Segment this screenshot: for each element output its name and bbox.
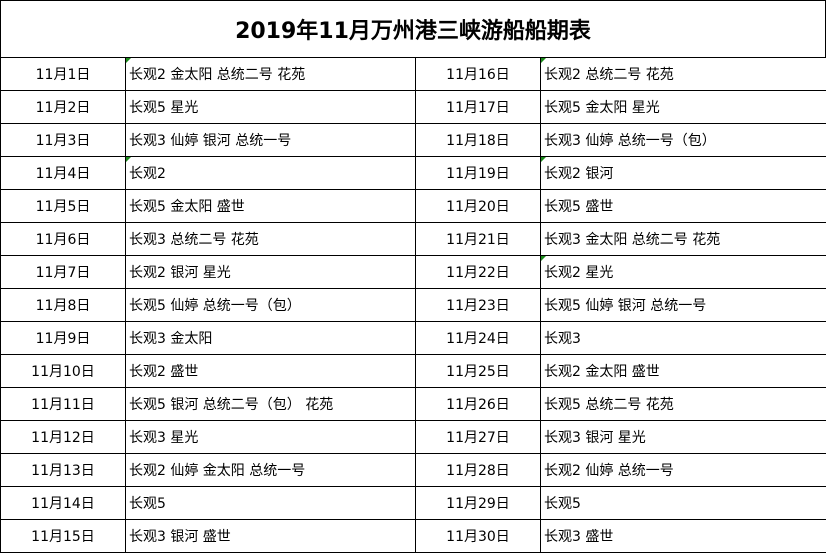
ships-cell[interactable]: 长观5 金太阳 星光 xyxy=(541,91,826,124)
date-cell[interactable]: 11月17日 xyxy=(416,91,541,124)
ships-cell[interactable]: 长观3 总统二号 花苑 xyxy=(126,223,416,256)
date-cell[interactable]: 11月3日 xyxy=(1,124,126,157)
ships-cell[interactable]: 长观5 盛世 xyxy=(541,190,826,223)
date-cell[interactable]: 11月11日 xyxy=(1,388,126,421)
ships-cell[interactable]: 长观5 星光 xyxy=(126,91,416,124)
ships-cell[interactable]: 长观5 银河 总统二号（包） 花苑 xyxy=(126,388,416,421)
date-cell[interactable]: 11月9日 xyxy=(1,322,126,355)
date-cell[interactable]: 11月14日 xyxy=(1,487,126,520)
ships-cell[interactable]: 长观2 金太阳 总统二号 花苑 xyxy=(126,58,416,91)
date-cell[interactable]: 11月23日 xyxy=(416,289,541,322)
date-cell[interactable]: 11月5日 xyxy=(1,190,126,223)
ships-cell[interactable]: 长观3 仙婷 银河 总统一号 xyxy=(126,124,416,157)
table-row: 11月8日长观5 仙婷 总统一号（包）11月23日长观5 仙婷 银河 总统一号 xyxy=(1,289,826,322)
ships-cell[interactable]: 长观2 银河 xyxy=(541,157,826,190)
ships-cell[interactable]: 长观2 金太阳 盛世 xyxy=(541,355,826,388)
date-cell[interactable]: 11月16日 xyxy=(416,58,541,91)
ships-cell[interactable]: 长观3 星光 xyxy=(126,421,416,454)
ships-cell[interactable]: 长观5 金太阳 盛世 xyxy=(126,190,416,223)
ships-cell[interactable]: 长观5 仙婷 银河 总统一号 xyxy=(541,289,826,322)
date-cell[interactable]: 11月25日 xyxy=(416,355,541,388)
date-cell[interactable]: 11月20日 xyxy=(416,190,541,223)
date-cell[interactable]: 11月4日 xyxy=(1,157,126,190)
date-cell[interactable]: 11月7日 xyxy=(1,256,126,289)
ships-cell[interactable]: 长观3 xyxy=(541,322,826,355)
ships-cell[interactable]: 长观2 星光 xyxy=(541,256,826,289)
ships-cell[interactable]: 长观2 银河 星光 xyxy=(126,256,416,289)
ships-cell[interactable]: 长观3 银河 盛世 xyxy=(126,520,416,553)
date-cell[interactable]: 11月13日 xyxy=(1,454,126,487)
ships-cell[interactable]: 长观2 仙婷 总统一号 xyxy=(541,454,826,487)
ships-cell[interactable]: 长观5 xyxy=(126,487,416,520)
ships-cell[interactable]: 长观5 总统二号 花苑 xyxy=(541,388,826,421)
date-cell[interactable]: 11月27日 xyxy=(416,421,541,454)
date-cell[interactable]: 11月8日 xyxy=(1,289,126,322)
ships-cell[interactable]: 长观5 xyxy=(541,487,826,520)
date-cell[interactable]: 11月26日 xyxy=(416,388,541,421)
date-cell[interactable]: 11月24日 xyxy=(416,322,541,355)
ships-cell[interactable]: 长观3 盛世 xyxy=(541,520,826,553)
date-cell[interactable]: 11月30日 xyxy=(416,520,541,553)
ships-cell[interactable]: 长观3 仙婷 总统一号（包） xyxy=(541,124,826,157)
ships-cell[interactable]: 长观2 盛世 xyxy=(126,355,416,388)
ships-cell[interactable]: 长观5 仙婷 总统一号（包） xyxy=(126,289,416,322)
date-cell[interactable]: 11月12日 xyxy=(1,421,126,454)
date-cell[interactable]: 11月10日 xyxy=(1,355,126,388)
date-cell[interactable]: 11月22日 xyxy=(416,256,541,289)
date-cell[interactable]: 11月18日 xyxy=(416,124,541,157)
ships-cell[interactable]: 长观2 xyxy=(126,157,416,190)
date-cell[interactable]: 11月29日 xyxy=(416,487,541,520)
date-cell[interactable]: 11月19日 xyxy=(416,157,541,190)
ships-cell[interactable]: 长观2 总统二号 花苑 xyxy=(541,58,826,91)
date-cell[interactable]: 11月2日 xyxy=(1,91,126,124)
ships-cell[interactable]: 长观3 金太阳 xyxy=(126,322,416,355)
ships-cell[interactable]: 长观3 金太阳 总统二号 花苑 xyxy=(541,223,826,256)
sheet-title[interactable]: 2019年11月万州港三峡游船船期表 xyxy=(0,0,826,57)
date-cell[interactable]: 11月15日 xyxy=(1,520,126,553)
date-cell[interactable]: 11月21日 xyxy=(416,223,541,256)
ships-cell[interactable]: 长观3 银河 星光 xyxy=(541,421,826,454)
date-cell[interactable]: 11月28日 xyxy=(416,454,541,487)
date-cell[interactable]: 11月6日 xyxy=(1,223,126,256)
ships-cell[interactable]: 长观2 仙婷 金太阳 总统一号 xyxy=(126,454,416,487)
date-cell[interactable]: 11月1日 xyxy=(1,58,126,91)
